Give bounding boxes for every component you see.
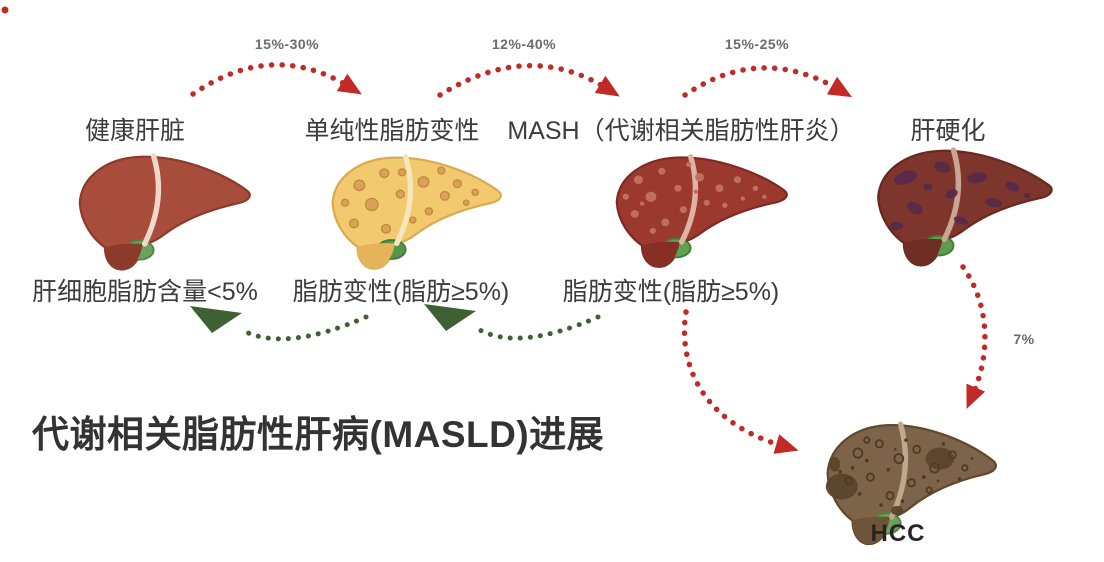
- reversal-arrowhead-right-icon: [424, 304, 476, 331]
- tumor-nodule-rings: [844, 436, 969, 501]
- rate-cirrhosis-to-hcc: 7%: [1013, 331, 1035, 347]
- stray-red-dot: [1, 6, 9, 14]
- stage-label-healthy: 健康肝脏: [84, 117, 186, 145]
- arrow-mash-to-cirrhosis: [682, 65, 853, 98]
- rate-steatosis-to-mash: 12%-40%: [491, 36, 557, 52]
- liver-steatosis-illustration: [331, 149, 502, 270]
- fat-droplet-spots: [340, 166, 479, 234]
- stage-label-steatosis: 单纯性脂肪变性: [304, 117, 480, 145]
- liver-healthy-illustration: [78, 148, 251, 271]
- inflammation-spots: [622, 161, 767, 234]
- arrow-cirrhosis-to-hcc: [960, 264, 988, 409]
- liver-cirrhosis-illustration: [877, 142, 1053, 267]
- arrow-reversal-steatosis-to-healthy: [241, 314, 369, 342]
- stage-label-cirrhosis: 肝硬化: [910, 117, 986, 145]
- tumor-nodule-dots: [838, 438, 974, 507]
- arrow-mash-to-hcc: [681, 309, 799, 454]
- sublabel-mash-fat-content: 脂肪变性(脂肪≥5%): [562, 278, 780, 306]
- sublabel-steatosis-fat-content: 脂肪变性(脂肪≥5%): [292, 278, 510, 306]
- stage-label-hcc: HCC: [870, 520, 926, 547]
- reversal-arrowhead-left-icon: [190, 306, 242, 333]
- arrow-reversal-mash-to-steatosis: [475, 314, 601, 341]
- stage-label-mash: MASH（代谢相关脂肪性肝炎）: [507, 117, 855, 145]
- liver-mash-illustration: [615, 149, 788, 268]
- rate-healthy-to-steatosis: 15%-30%: [254, 36, 320, 52]
- arrow-healthy-to-steatosis: [190, 62, 362, 97]
- sublabel-healthy-fat-content: 肝细胞脂肪含量<5%: [32, 278, 258, 306]
- cirrhosis-scar-patches: [890, 161, 1031, 231]
- rate-mash-to-cirrhosis: 15%-25%: [724, 36, 790, 52]
- tumor-masses: [825, 447, 955, 516]
- diagram-title: 代谢相关脂肪性肝病(MASLD)进展: [32, 414, 605, 455]
- arrow-steatosis-to-mash: [437, 63, 620, 98]
- liver-hcc-illustration: [825, 416, 997, 546]
